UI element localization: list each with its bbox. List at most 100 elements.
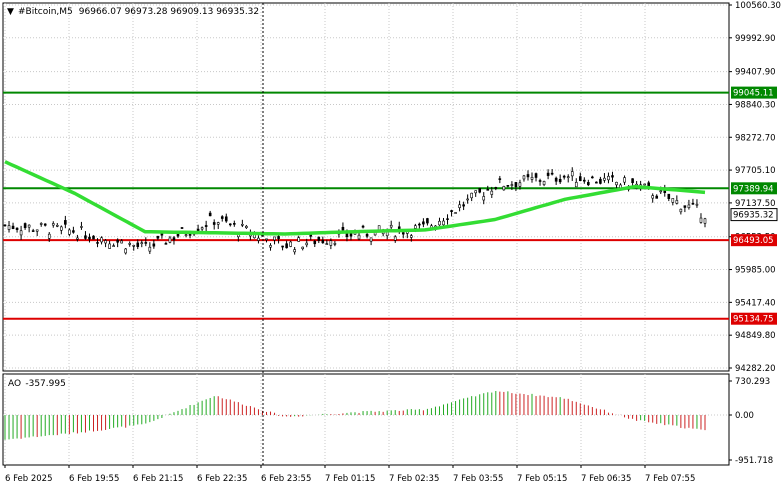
level-label: 96493.05 [733, 236, 774, 246]
ao-name: AO [8, 379, 21, 389]
candle-body [281, 245, 284, 248]
chart-title: #Bitcoin,M5 96966.07 96973.28 96909.13 96… [18, 7, 259, 17]
candle-body [361, 225, 365, 228]
candle-body [39, 223, 43, 225]
candle-body [558, 178, 562, 183]
candle-body [414, 225, 417, 229]
candle-body [470, 192, 473, 199]
price-pane[interactable] [2, 2, 730, 372]
candle-body [168, 237, 172, 243]
candle-body [321, 239, 325, 244]
candle-body [522, 175, 526, 180]
candle-body [691, 202, 695, 205]
candle-body [257, 237, 260, 241]
level-price-labels: 99045.11 97389.94 96493.05 95134.75 96935.32 [730, 86, 778, 325]
candle-body [486, 189, 490, 191]
current-price-label: 96935.32 [733, 211, 774, 221]
candle-body [132, 244, 136, 247]
candle-body [124, 248, 127, 254]
candle-body [599, 178, 602, 184]
candle-body [466, 198, 469, 201]
candle-body [655, 195, 659, 199]
candle-body [667, 193, 671, 199]
candle-body [156, 235, 160, 239]
price-tick-label: 100560.30 [735, 1, 781, 11]
ao-tick-label: 0.00 [735, 411, 754, 421]
candle-body [401, 232, 405, 235]
candle-body [426, 218, 429, 224]
candle-body [277, 236, 280, 240]
candle-body [647, 182, 650, 187]
candle-body [699, 217, 703, 223]
candle-body [68, 229, 71, 235]
candle-body [92, 235, 95, 240]
ma-line [4, 160, 706, 236]
candle-body [454, 212, 457, 214]
candle-body [148, 246, 152, 252]
candle-body [550, 172, 554, 175]
time-tick-label: 6 Feb 23:55 [261, 474, 311, 484]
price-tick-label: 98272.70 [735, 133, 776, 143]
candle-body [164, 243, 168, 245]
candle-body [490, 190, 494, 195]
candle-body [241, 223, 244, 226]
candle-body [128, 243, 132, 245]
candle-body [611, 175, 614, 178]
candle-body [514, 182, 518, 188]
candle-body [389, 224, 393, 228]
candle-body [675, 200, 679, 204]
horizontal-levels[interactable] [3, 91, 729, 320]
candle-body [51, 223, 55, 226]
price-candles [3, 167, 707, 255]
candle-body [285, 243, 288, 249]
ao-tick-label: 730.293 [735, 377, 770, 387]
candle-body [72, 230, 75, 233]
candle-body [144, 242, 148, 244]
candle-body [104, 240, 107, 244]
candle-body [80, 226, 83, 228]
ao-axis: 730.293 0.00 -951.718 [729, 377, 773, 466]
candle-body [591, 176, 594, 179]
candle-body [458, 204, 461, 208]
candle-body [228, 223, 232, 226]
candle-body [498, 178, 502, 180]
candle-body [43, 223, 47, 226]
candle-body [442, 220, 445, 226]
candle-body [136, 242, 140, 247]
candle-body [23, 223, 27, 228]
candle-body [96, 242, 99, 244]
candle-body [643, 183, 646, 186]
candle-body [216, 222, 220, 225]
candle-body [212, 222, 216, 225]
moving-average [4, 160, 706, 236]
candle-body [683, 205, 687, 208]
candle-body [184, 234, 188, 236]
candle-body [47, 233, 51, 239]
ao-pane[interactable] [2, 373, 730, 466]
candle-body [297, 237, 300, 242]
level-label: 99045.11 [733, 89, 774, 99]
candle-body [224, 216, 228, 222]
candle-body [546, 172, 550, 176]
ao-tick-label: -951.718 [735, 456, 773, 466]
candle-body [160, 233, 164, 236]
candle-body [474, 190, 477, 194]
candle-body [88, 236, 91, 240]
price-tick-label: 99407.90 [735, 68, 776, 78]
candle-body [116, 239, 119, 243]
price-tick-label: 95417.40 [735, 298, 776, 308]
price-tick-label: 94849.80 [735, 331, 776, 341]
ao-histogram [4, 391, 706, 440]
candle-body [333, 242, 337, 245]
candle-body [393, 236, 397, 241]
candle-body [152, 243, 156, 247]
candle-body [574, 182, 578, 188]
price-tick-label: 97137.50 [735, 199, 776, 209]
candle-body [108, 243, 111, 249]
ao-title: AO -357.995 [8, 379, 66, 389]
candle-body [631, 178, 634, 184]
level-label: 95134.75 [733, 315, 774, 325]
candle-body [502, 186, 506, 191]
time-tick-label: 7 Feb 02:35 [389, 474, 439, 484]
